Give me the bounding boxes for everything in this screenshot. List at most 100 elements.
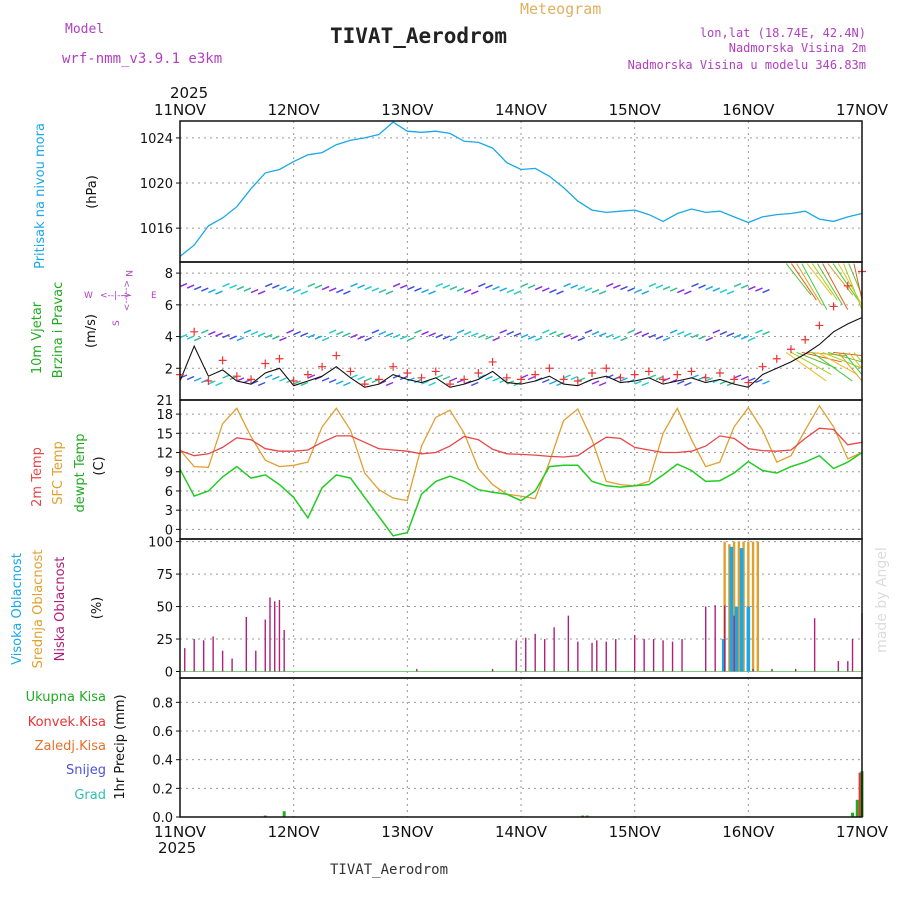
wind-arrow <box>669 287 678 292</box>
wind-arrow <box>698 284 706 289</box>
wind-arrow <box>336 288 344 294</box>
wind-arrow <box>399 335 408 340</box>
y-tick-label: 0.4 <box>152 754 173 769</box>
gust-marker <box>389 362 398 371</box>
wind-arrow <box>336 380 344 385</box>
wind-arrow <box>598 290 607 295</box>
gust-marker <box>289 376 298 385</box>
wind-arrow <box>648 374 657 379</box>
wind-arrow <box>193 285 202 291</box>
wind-arrow <box>556 332 564 337</box>
wind-arrow <box>421 380 429 385</box>
low-cloud-bar <box>851 639 854 672</box>
wind-arrow <box>570 375 579 381</box>
wind-arrow <box>186 375 195 381</box>
compass-west: W <box>84 291 93 301</box>
y-tick-label: 9 <box>165 466 173 481</box>
low-cloud-bar <box>567 615 570 672</box>
wind-arrow <box>492 285 500 291</box>
low-cloud-bar <box>193 639 195 672</box>
wind-arrow <box>179 333 188 339</box>
mid-cloud-bar <box>756 541 760 672</box>
wind-arrow <box>492 377 500 382</box>
gust-marker <box>701 373 710 382</box>
wind-arrow <box>719 288 728 294</box>
wind-arrow <box>762 330 770 336</box>
t2m-line <box>179 427 863 458</box>
wind-arrow-strong <box>817 351 858 376</box>
wind-arrow <box>229 335 238 340</box>
wind-arrow <box>399 284 408 289</box>
wind-arrow-strong <box>843 263 863 310</box>
wind-arrow-strong <box>827 263 854 296</box>
high-cloud-title: Visoka Oblacnost <box>10 553 25 665</box>
wind-arrow <box>733 282 742 288</box>
low-cloud-bar <box>278 600 281 672</box>
wind-arrow <box>435 282 444 288</box>
low-cloud-bar <box>264 619 266 672</box>
wind-arrow <box>556 290 564 295</box>
wind-arrow-strong <box>848 352 863 369</box>
wind-arrow <box>336 330 344 336</box>
wind-arrow <box>257 381 266 387</box>
wind-arrow <box>542 378 550 384</box>
wind-arrow <box>549 330 557 336</box>
gust-marker <box>247 375 256 384</box>
top-xtick-label: 15NOV <box>609 101 662 119</box>
low-cloud-bar <box>714 605 716 672</box>
wind-arrow <box>705 377 713 382</box>
gust-marker <box>190 327 199 336</box>
wind-arrow <box>719 330 728 336</box>
top-xtick-label: 13NOV <box>381 101 434 119</box>
low-cloud-bar <box>671 641 674 672</box>
wind-arrow <box>392 374 401 379</box>
wind-arrow-strong <box>822 263 849 310</box>
low-cloud-title: Niska Oblacnost <box>53 557 68 662</box>
wind-arrow <box>740 284 749 289</box>
pressure-line <box>179 121 863 257</box>
wind-arrow <box>272 375 280 381</box>
wind-arrow <box>407 336 415 342</box>
wind-arrow <box>456 287 465 292</box>
bottom-xtick-label: 17NOV <box>836 823 889 841</box>
y-tick-label: 0 <box>165 666 173 681</box>
wind-arrow <box>527 335 536 340</box>
wind-arrow <box>392 282 401 288</box>
wind-arrow <box>513 290 522 295</box>
wind-arrow <box>570 284 579 289</box>
pressure-title: Pritisak na nivou mora <box>33 123 48 269</box>
wind-arrow <box>691 282 699 288</box>
wind-arrow <box>605 333 614 339</box>
wind-arrow <box>605 374 614 379</box>
wind-arrow <box>350 333 358 339</box>
wind-arrow-strong <box>832 263 859 301</box>
wind-arrow <box>343 332 351 337</box>
cloud-ylabel: (%) <box>90 597 105 620</box>
gust-marker <box>687 367 696 376</box>
wind-arrow <box>662 336 671 342</box>
wind-arrow <box>222 374 230 379</box>
gust-marker <box>474 369 483 378</box>
wind-arrow <box>357 335 365 340</box>
compass-arrows: <--|--> <box>100 291 131 301</box>
panel-border <box>179 677 863 818</box>
wind-arrow <box>705 336 713 342</box>
wind-arrow-strong <box>801 351 842 363</box>
y-tick-label: 2 <box>165 362 173 377</box>
tsfc-title: SFC Temp <box>51 441 66 505</box>
wind-arrow <box>449 285 458 291</box>
wind-arrow <box>293 330 301 336</box>
wind-arrow <box>328 329 337 334</box>
wind-arrow <box>257 290 266 295</box>
wind-arrow <box>740 335 749 340</box>
low-cloud-bar <box>184 648 186 672</box>
low-cloud-bar <box>221 650 224 672</box>
snow-legend: Snijeg <box>66 763 106 778</box>
wind-arrow <box>208 380 216 385</box>
wind-arrow <box>691 374 699 379</box>
wind-arrow <box>591 288 600 294</box>
total-precip-legend: Ukupna Kisa <box>26 690 106 705</box>
gust-marker <box>360 380 369 389</box>
wind-arrow <box>193 336 202 342</box>
wind-arrow <box>478 282 486 288</box>
